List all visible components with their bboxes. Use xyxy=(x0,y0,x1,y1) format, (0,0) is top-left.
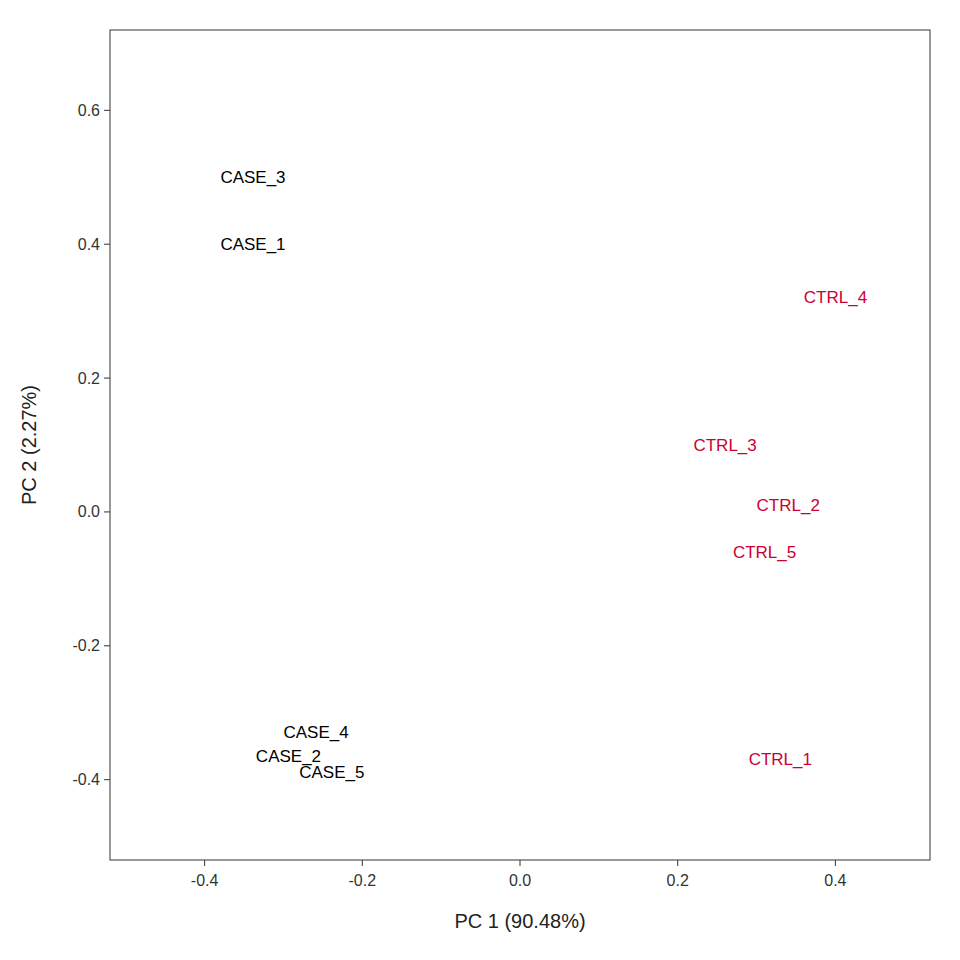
y-axis-label: PC 2 (2.27%) xyxy=(18,385,40,505)
y-tick-label: 0.0 xyxy=(78,503,100,520)
y-tick xyxy=(104,645,110,646)
y-tick-label: -0.2 xyxy=(72,637,100,654)
y-tick-label: 0.6 xyxy=(78,102,100,119)
x-tick xyxy=(520,860,521,866)
x-tick xyxy=(677,860,678,866)
point-label: CASE_4 xyxy=(283,723,348,742)
point-label: CTRL_1 xyxy=(749,750,812,769)
x-tick-label: 0.2 xyxy=(667,872,689,889)
y-tick-label: 0.2 xyxy=(78,370,100,387)
point-label: CASE_3 xyxy=(220,168,285,187)
point-label: CTRL_5 xyxy=(733,543,796,562)
x-tick-label: 0.4 xyxy=(824,872,846,889)
x-tick xyxy=(362,860,363,866)
x-axis: -0.4 -0.2 0.0 0.2 0.4 xyxy=(191,860,847,889)
y-tick-label: 0.4 xyxy=(78,236,100,253)
point-label: CTRL_3 xyxy=(693,436,756,455)
point-label: CTRL_2 xyxy=(757,496,820,515)
point-label: CASE_5 xyxy=(299,763,364,782)
y-tick xyxy=(104,378,110,379)
point-label: CASE_1 xyxy=(220,235,285,254)
plot-frame xyxy=(110,30,930,860)
y-axis: -0.4 -0.2 0.0 0.2 0.4 0.6 xyxy=(72,102,110,788)
x-tick-label: -0.2 xyxy=(349,872,377,889)
x-tick xyxy=(835,860,836,866)
x-tick-label: -0.4 xyxy=(191,872,219,889)
y-tick xyxy=(104,244,110,245)
y-tick-label: -0.4 xyxy=(72,771,100,788)
x-tick xyxy=(204,860,205,866)
y-tick xyxy=(104,110,110,111)
x-axis-label: PC 1 (90.48%) xyxy=(454,910,585,932)
y-tick xyxy=(104,779,110,780)
points: CASE_3CASE_1CASE_4CASE_2CASE_5CTRL_4CTRL… xyxy=(220,168,867,783)
point-label: CTRL_4 xyxy=(804,288,867,307)
x-tick-label: 0.0 xyxy=(509,872,531,889)
chart: -0.4 -0.2 0.0 0.2 0.4 -0.4 -0.2 0.0 0.2 0.4 0.6 PC … xyxy=(0,0,960,960)
y-tick xyxy=(104,511,110,512)
